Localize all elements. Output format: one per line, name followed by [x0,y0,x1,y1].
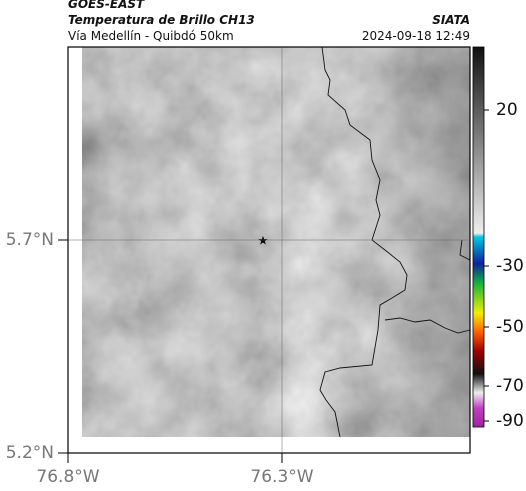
image-shade [82,47,470,437]
border-line [459,239,471,261]
colorbar-tick-label: -50 [496,317,524,337]
colorbar-ticks: 20 -30 -50 -70 -90 [496,100,524,431]
lon-tick-label: 76.8°W [36,467,99,487]
colorbar-tick-label: -30 [496,256,524,276]
colorbar-tick-label: -90 [496,411,524,431]
source: SIATA [432,13,470,27]
route: Vía Medellín - Quibdó 50km [68,29,234,43]
lat-tick-label: 5.7°N [6,230,54,250]
timestamp: 2024-09-18 12:49 [362,29,470,43]
lat-tick-label: 5.2°N [6,443,54,463]
colorbar-tick-label: -70 [496,376,524,396]
satellite: GOES-EAST [68,0,145,11]
city-marker: ★ [258,234,269,248]
colorbar [472,46,485,428]
colorbar-tick-label: 20 [496,100,518,120]
border-line [384,317,471,334]
lon-tick-label: 76.3°W [250,467,313,487]
map-frame [67,46,471,454]
border-line [319,46,408,438]
product: Temperatura de Brillo CH13 [68,13,255,27]
